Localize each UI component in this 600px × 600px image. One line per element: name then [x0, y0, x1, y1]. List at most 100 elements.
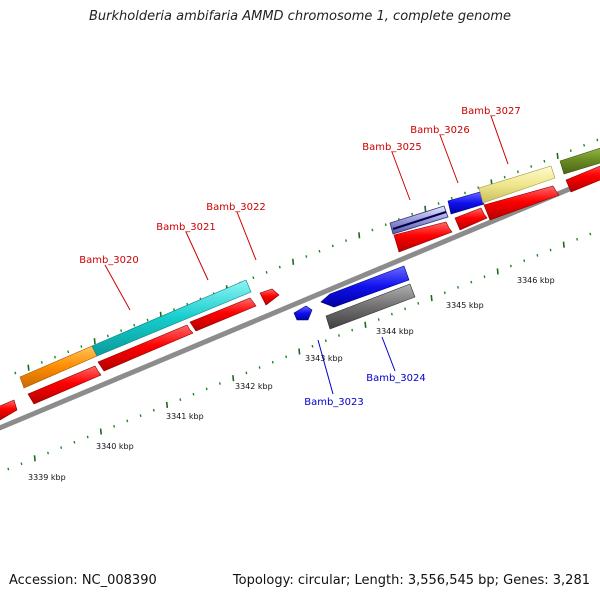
gene-bar[interactable] — [447, 191, 485, 215]
gene-labels: Bamb_3020 Bamb_3021 Bamb_3022 Bamb_3023 … — [79, 106, 521, 408]
minor-tick — [192, 392, 195, 396]
minor-tick — [113, 424, 116, 428]
minor-tick — [483, 275, 486, 279]
minor-tick — [258, 366, 261, 369]
minor-tick — [67, 350, 70, 354]
gene-arrow[interactable] — [393, 221, 453, 253]
scale-label: 3344 kbp — [376, 327, 414, 336]
scale-label: 3342 kbp — [235, 382, 273, 391]
minor-tick — [324, 339, 327, 343]
inner-tick-marks — [7, 232, 592, 471]
minor-tick — [285, 355, 288, 359]
major-tick — [292, 258, 295, 265]
major-tick — [424, 205, 427, 212]
scale-label: 3341 kbp — [166, 412, 204, 421]
major-tick — [496, 268, 499, 275]
minor-tick — [576, 237, 579, 241]
gene-label[interactable]: Bamb_3027 — [461, 106, 521, 117]
gene-label[interactable]: Bamb_3020 — [79, 255, 139, 266]
gene-features — [0, 145, 600, 421]
minor-tick — [47, 451, 49, 455]
minor-tick — [450, 196, 453, 200]
topology-text: Topology: circular; Length: 3,556,545 bp… — [232, 573, 590, 588]
minor-tick — [106, 334, 109, 338]
gene-arrow[interactable] — [27, 365, 102, 405]
scale-label: 3339 kbp — [28, 473, 66, 482]
minor-tick — [345, 239, 347, 242]
minor-tick — [139, 414, 142, 417]
gene-arrow[interactable] — [454, 207, 488, 231]
label-leader-lines — [104, 115, 509, 395]
minor-tick — [54, 355, 56, 359]
minor-tick — [7, 467, 10, 471]
major-tick — [33, 455, 36, 462]
minor-tick — [173, 308, 175, 311]
gene-label[interactable]: Bamb_3023 — [304, 397, 364, 408]
minor-tick — [126, 419, 129, 423]
scale-label: 3346 kbp — [517, 276, 555, 285]
minor-tick — [14, 371, 17, 375]
minor-tick — [152, 408, 155, 412]
gene-arrow[interactable] — [320, 265, 410, 308]
major-tick — [165, 401, 169, 408]
minor-tick — [411, 212, 414, 216]
major-tick — [27, 364, 30, 371]
gene-bar[interactable] — [325, 283, 416, 330]
gene-arrow[interactable] — [565, 162, 600, 193]
minor-tick — [516, 170, 519, 174]
minor-tick — [252, 276, 255, 280]
major-tick — [364, 321, 367, 328]
minor-tick — [338, 334, 340, 337]
major-tick — [99, 428, 102, 435]
minor-tick — [543, 159, 546, 163]
minor-tick — [417, 302, 420, 305]
scale-label: 3340 kbp — [96, 442, 134, 451]
minor-tick — [503, 175, 506, 179]
gene-bar[interactable] — [91, 279, 252, 357]
minor-tick — [536, 254, 539, 257]
gene-label[interactable]: Bamb_3021 — [156, 222, 216, 233]
scale-label: 3343 kbp — [305, 354, 343, 363]
gene-arrow[interactable] — [97, 324, 194, 372]
minor-tick — [596, 138, 599, 142]
minor-tick — [589, 232, 592, 236]
minor-tick — [331, 244, 334, 248]
minor-tick — [133, 323, 136, 327]
minor-tick — [278, 265, 281, 269]
major-tick — [358, 232, 361, 239]
gene-arrow[interactable] — [259, 288, 280, 306]
gene-arrow[interactable] — [0, 399, 18, 421]
minor-tick — [509, 264, 512, 268]
gene-bar[interactable] — [478, 165, 556, 204]
gene-bar[interactable] — [559, 145, 600, 175]
minor-tick — [437, 202, 440, 205]
genome-backbone — [0, 173, 600, 431]
gene-label[interactable]: Bamb_3025 — [362, 142, 422, 153]
minor-tick — [390, 312, 393, 316]
major-tick — [562, 241, 565, 248]
minor-tick — [86, 435, 89, 439]
minor-tick — [73, 440, 76, 444]
scale-labels: 3339 kbp 3340 kbp 3341 kbp 3342 kbp 3343… — [28, 276, 555, 482]
minor-tick — [443, 291, 446, 295]
minor-tick — [549, 248, 552, 252]
gene-arrow[interactable] — [483, 185, 560, 221]
major-tick — [430, 295, 433, 302]
minor-tick — [569, 149, 572, 152]
gene-label[interactable]: Bamb_3026 — [410, 125, 470, 136]
gene-arrow[interactable] — [293, 305, 313, 321]
minor-tick — [40, 361, 43, 364]
minor-tick — [179, 398, 182, 401]
minor-tick — [457, 286, 459, 289]
minor-tick — [265, 271, 268, 274]
minor-tick — [351, 328, 354, 332]
minor-tick — [60, 446, 63, 449]
gene-label[interactable]: Bamb_3022 — [206, 202, 266, 213]
gene-label[interactable]: Bamb_3024 — [366, 373, 426, 384]
gene-arrow[interactable] — [189, 297, 257, 332]
minor-tick — [245, 371, 248, 375]
minor-tick — [146, 318, 149, 322]
minor-tick — [20, 462, 23, 466]
minor-tick — [530, 165, 533, 168]
